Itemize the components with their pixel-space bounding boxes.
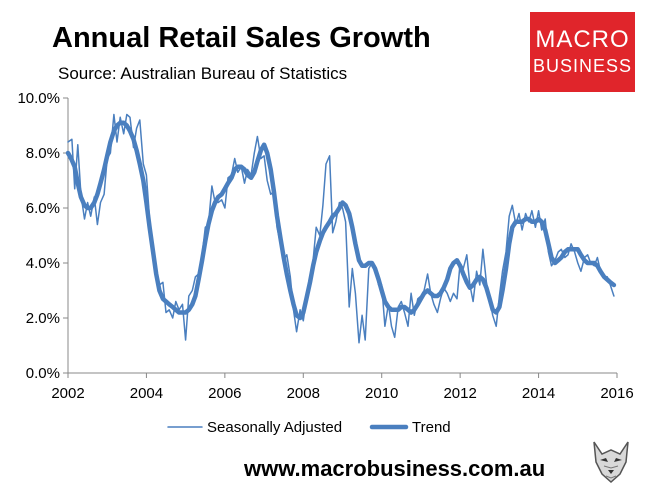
y-tick-label: 10.0% [17, 90, 60, 107]
website-url: www.macrobusiness.com.au [244, 456, 546, 481]
y-tick-label: 4.0% [26, 255, 60, 272]
y-tick-label: 8.0% [26, 145, 60, 162]
x-tick-label: 2004 [130, 385, 163, 402]
wolf-icon [586, 436, 636, 486]
chart-series [65, 113, 617, 344]
chart-subtitle: Source: Australian Bureau of Statistics [58, 64, 348, 83]
legend-label-trend: Trend [412, 419, 451, 436]
chart-legend: Seasonally Adjusted Trend [167, 419, 451, 436]
y-tick-label: 2.0% [26, 310, 60, 327]
y-tick-label: 0.0% [26, 365, 60, 382]
x-tick-label: 2008 [287, 385, 320, 402]
chart-title: Annual Retail Sales Growth [52, 22, 431, 54]
chart-axes: 0.0% 2.0% 4.0% 6.0% 8.0% 10.0% 2002 2004 2006 200… [17, 90, 633, 402]
logo-line-1: MACRO [535, 26, 630, 53]
x-tick-label: 2016 [600, 385, 633, 402]
x-tick-label: 2014 [522, 385, 555, 402]
logo-line-2: BUSINESS [532, 56, 633, 76]
y-tick-label: 6.0% [26, 200, 60, 217]
x-tick-label: 2012 [443, 385, 476, 402]
series-line-trend [65, 120, 617, 321]
x-tick-label: 2006 [208, 385, 241, 402]
macrobusiness-logo: MACRO BUSINESS [530, 12, 635, 92]
x-tick-label: 2002 [51, 385, 84, 402]
legend-label-seasonally-adjusted: Seasonally Adjusted [207, 419, 342, 436]
x-tick-label: 2010 [365, 385, 398, 402]
